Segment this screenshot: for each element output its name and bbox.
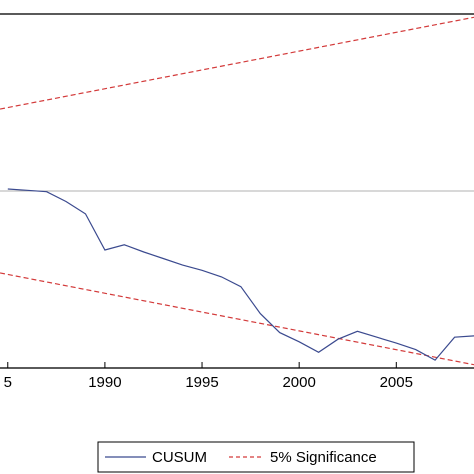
plot-frame xyxy=(0,13,474,369)
plot-area xyxy=(0,13,474,369)
x-axis: 5 1990 1995 2000 2005 xyxy=(4,362,413,391)
x-tick-label: 2000 xyxy=(282,374,315,391)
x-tick-label: 1990 xyxy=(88,374,121,391)
legend-label-significance: 5% Significance xyxy=(270,449,377,466)
cusum-line xyxy=(7,188,474,361)
x-tick-label: 5 xyxy=(4,374,12,391)
lower-significance-line xyxy=(0,272,474,366)
x-tick-label: 2005 xyxy=(380,374,413,391)
upper-significance-line xyxy=(0,16,474,110)
legend-label-cusum: CUSUM xyxy=(152,449,207,466)
legend-box xyxy=(97,441,415,473)
significance-bounds xyxy=(0,16,474,366)
x-tick-label: 1995 xyxy=(185,374,218,391)
cusum-series xyxy=(7,188,474,361)
legend: CUSUM 5% Significance xyxy=(97,441,415,473)
